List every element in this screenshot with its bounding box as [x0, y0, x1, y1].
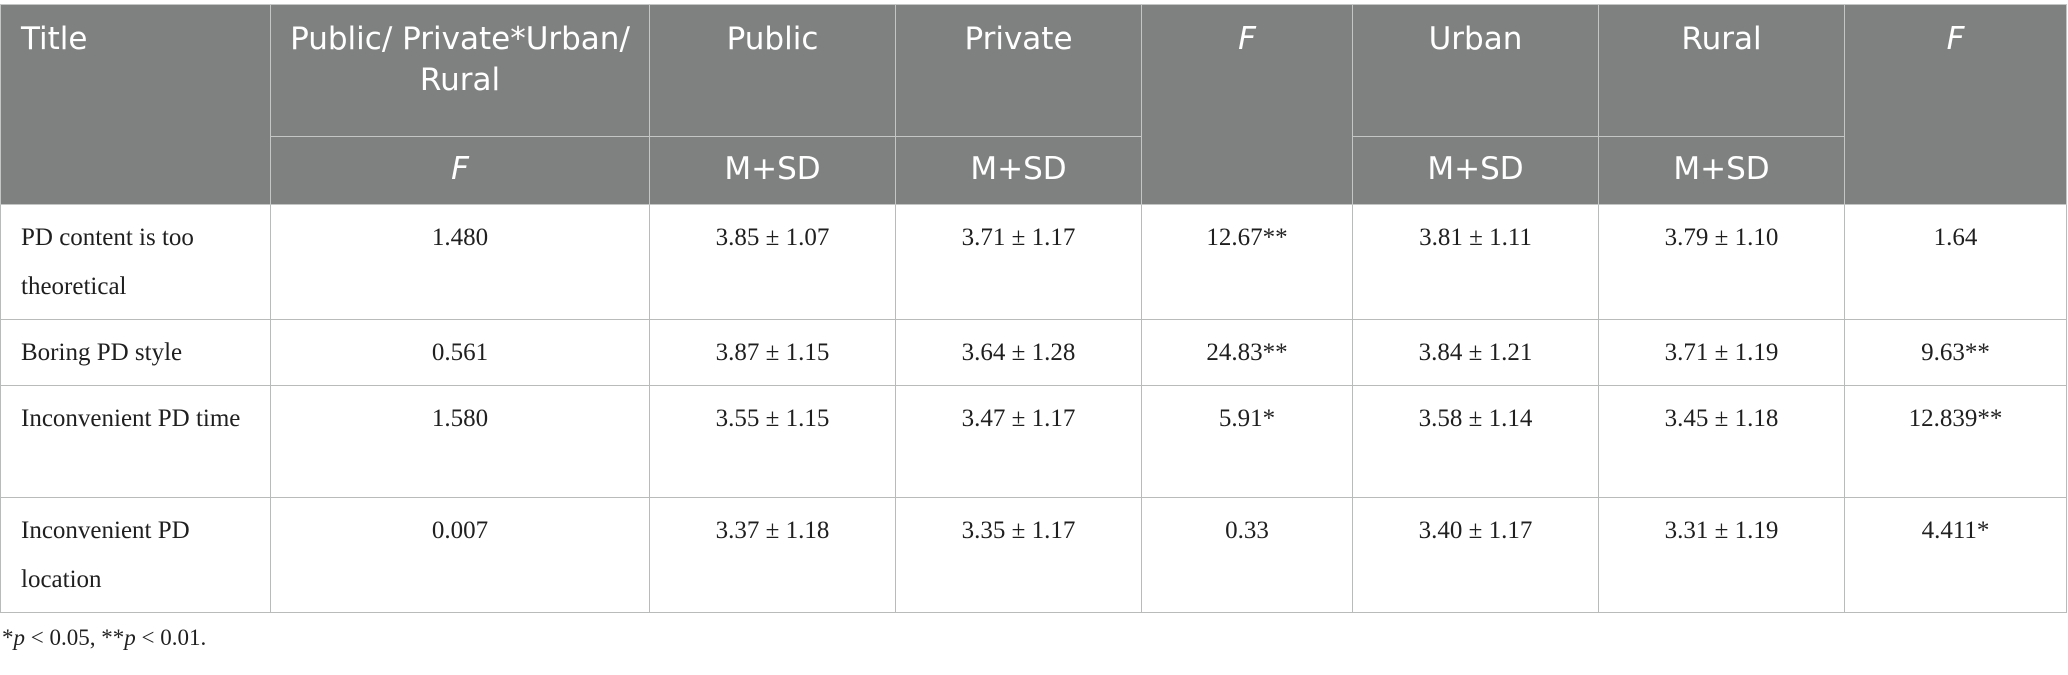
cell-f-public-private: 12.67**	[1141, 204, 1353, 320]
table-row: Boring PD style 0.561 3.87 ± 1.15 3.64 ±…	[0, 319, 2067, 386]
cell-rural: 3.31 ± 1.19	[1598, 497, 1845, 613]
cell-urban: 3.40 ± 1.17	[1352, 497, 1599, 613]
table-header: Title Public/ Private*Urban/ Rural Publi…	[0, 4, 2067, 205]
header-private: Private	[895, 4, 1142, 137]
header-rural: Rural	[1598, 4, 1845, 137]
cell-private: 3.47 ± 1.17	[895, 385, 1142, 498]
header-public: Public	[649, 4, 896, 137]
header-title: Title	[0, 4, 271, 205]
table-row: Inconvenient PD time 1.580 3.55 ± 1.15 3…	[0, 385, 2067, 498]
footnote-p-symbol: p	[124, 625, 136, 650]
cell-interaction-f: 1.580	[270, 385, 650, 498]
cell-public: 3.85 ± 1.07	[649, 204, 896, 320]
footnote-star: *	[2, 625, 14, 650]
cell-urban: 3.81 ± 1.11	[1352, 204, 1599, 320]
table-footnote: *p < 0.05, **p < 0.01.	[0, 625, 2068, 651]
cell-f-public-private: 24.83**	[1141, 319, 1353, 386]
footnote-text: < 0.01.	[135, 625, 207, 650]
cell-interaction-f: 0.561	[270, 319, 650, 386]
cell-public: 3.87 ± 1.15	[649, 319, 896, 386]
header-f-public-private: F	[1141, 4, 1353, 205]
cell-f-urban-rural: 4.411*	[1844, 497, 2067, 613]
cell-f-public-private: 5.91*	[1141, 385, 1353, 498]
row-title: Boring PD style	[0, 319, 271, 386]
row-title: PD content is too theoretical	[0, 204, 271, 320]
cell-rural: 3.79 ± 1.10	[1598, 204, 1845, 320]
cell-f-urban-rural: 12.839**	[1844, 385, 2067, 498]
cell-f-urban-rural: 1.64	[1844, 204, 2067, 320]
cell-interaction-f: 0.007	[270, 497, 650, 613]
cell-urban: 3.58 ± 1.14	[1352, 385, 1599, 498]
cell-public: 3.37 ± 1.18	[649, 497, 896, 613]
cell-private: 3.64 ± 1.28	[895, 319, 1142, 386]
results-table: Title Public/ Private*Urban/ Rural Publi…	[0, 4, 2067, 613]
footnote-p-symbol: p	[13, 625, 26, 650]
table-row: PD content is too theoretical 1.480 3.85…	[0, 204, 2067, 320]
table-body: PD content is too theoretical 1.480 3.85…	[0, 204, 2067, 613]
table-row: Inconvenient PD location 0.007 3.37 ± 1.…	[0, 497, 2067, 613]
header-urban: Urban	[1352, 4, 1599, 137]
cell-rural: 3.71 ± 1.19	[1598, 319, 1845, 386]
cell-f-public-private: 0.33	[1141, 497, 1353, 613]
cell-interaction-f: 1.480	[270, 204, 650, 320]
subheader-f: F	[270, 136, 650, 205]
subheader-msd-rural: M+SD	[1598, 136, 1845, 205]
cell-rural: 3.45 ± 1.18	[1598, 385, 1845, 498]
cell-private: 3.35 ± 1.17	[895, 497, 1142, 613]
header-f-urban-rural: F	[1844, 4, 2067, 205]
table-container: Title Public/ Private*Urban/ Rural Publi…	[0, 4, 2068, 651]
subheader-msd-private: M+SD	[895, 136, 1142, 205]
subheader-msd-urban: M+SD	[1352, 136, 1599, 205]
cell-public: 3.55 ± 1.15	[649, 385, 896, 498]
cell-urban: 3.84 ± 1.21	[1352, 319, 1599, 386]
subheader-msd-public: M+SD	[649, 136, 896, 205]
row-title: Inconvenient PD time	[0, 385, 271, 498]
cell-f-urban-rural: 9.63**	[1844, 319, 2067, 386]
cell-private: 3.71 ± 1.17	[895, 204, 1142, 320]
footnote-text: < 0.05, **	[25, 625, 125, 650]
header-interaction: Public/ Private*Urban/ Rural	[270, 4, 650, 137]
row-title: Inconvenient PD location	[0, 497, 271, 613]
